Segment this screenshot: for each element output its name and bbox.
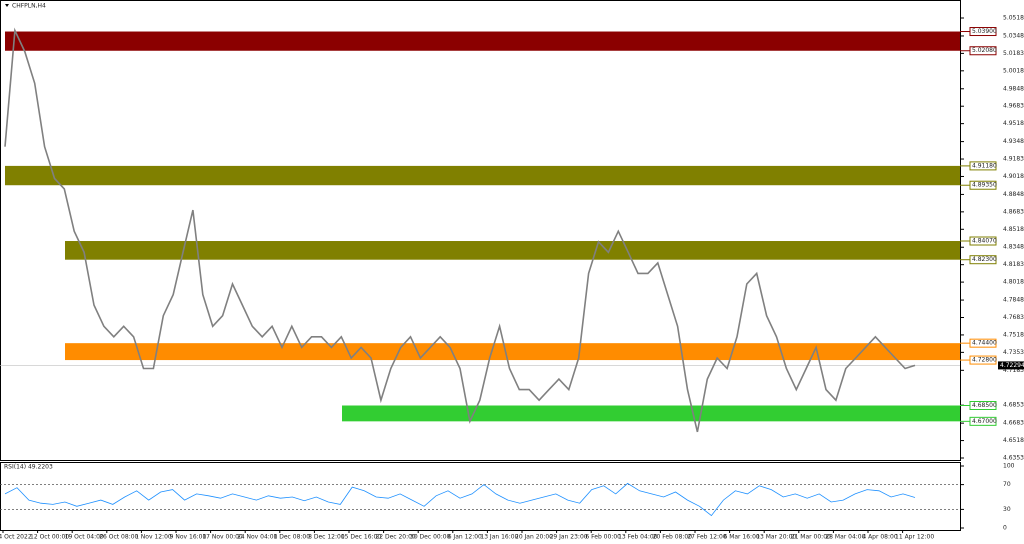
zone-label-box [969,180,997,190]
x-tick-label: 6 Feb 00:00 [585,534,621,541]
x-tick-label: 4 Apr 08:00 [862,534,897,541]
zone-label: 5.02080 [972,47,997,54]
x-tick-label: 15 Dec 16:00 [341,534,382,541]
rsi-tick-label: 70 [1003,481,1011,488]
x-tick-label: 17 Nov 00:00 [202,534,243,541]
zone-label: 4.68500 [972,402,997,409]
zone-label: 4.91180 [972,162,997,169]
zone-label-box [969,355,997,365]
x-tick-label: 8 Dec 12:00 [308,534,345,541]
zone [342,405,960,422]
y-tick-label: 4.95180 [1003,120,1024,127]
x-tick-label: 26 Oct 08:00 [99,534,138,541]
y-tick-label: 4.86830 [1003,208,1024,215]
x-tick-label: 22 Dec 20:00 [375,534,416,541]
y-tick-label: 5.00180 [1003,67,1024,74]
y-tick-label: 4.85180 [1003,226,1024,233]
price-line [4,27,916,433]
y-tick-label: 4.63530 [1003,455,1024,462]
zone [5,165,960,186]
y-tick-label: 4.75180 [1003,331,1024,338]
y-tick-label: 4.98480 [1003,85,1024,92]
rsi-line [4,482,916,517]
zone-label-box [969,400,997,410]
zone-label: 4.74400 [972,340,997,347]
x-tick-label: 4 Oct 2022 [0,534,32,541]
x-tick-label: 27 Feb 12:00 [687,534,727,541]
rsi-label: RSI(14) 49.2203 [4,464,53,471]
y-tick-label: 4.76830 [1003,314,1024,321]
x-tick-label: 11 Apr 12:00 [895,534,934,541]
chart-title: CHFPLN,H4 [12,3,46,10]
zone-label: 4.84070 [972,238,997,245]
y-tick-label: 4.66830 [1003,420,1024,427]
x-tick-label: 13 Mar 20:00 [756,534,796,541]
y-tick-label: 4.83480 [1003,244,1024,251]
y-tick-label: 4.91830 [1003,156,1024,163]
y-tick-label: 4.80180 [1003,279,1024,286]
x-tick-label: 6 Jan 12:00 [448,534,482,541]
y-tick-label: 4.71830 [1003,367,1024,374]
y-tick-label: 5.01830 [1003,50,1024,57]
rsi-panel [0,462,961,531]
x-tick-label: 6 Mar 16:00 [723,534,759,541]
zone [65,241,960,260]
x-tick-label: 20 Jan 20:00 [515,534,553,541]
y-tick-label: 4.68530 [1003,402,1024,409]
current-price-label: 4.72294 [1000,362,1024,369]
y-tick-label: 4.88480 [1003,191,1024,198]
zone-label-box [969,161,997,171]
zone-label: 5.03900 [972,28,997,35]
y-tick-label: 5.05180 [1003,15,1024,22]
zone [5,31,960,51]
y-tick-label: 4.81830 [1003,261,1024,268]
x-tick-label: 19 Oct 04:00 [65,534,104,541]
x-tick-label: 20 Feb 08:00 [653,534,693,541]
x-tick-label: 13 Feb 04:00 [618,534,658,541]
zone-label: 4.82300 [972,256,997,263]
y-tick-label: 4.78480 [1003,297,1024,304]
x-tick-label: 1 Dec 08:00 [274,534,311,541]
zone-label-box [969,338,997,348]
x-tick-label: 30 Dec 00:00 [410,534,451,541]
x-tick-label: 1 Nov 12:00 [135,534,172,541]
zone-label: 4.72800 [972,357,997,364]
zone-label-box [969,27,997,37]
x-tick-label: 24 Nov 04:00 [237,534,278,541]
zone-label-box [969,236,997,246]
zone [65,343,960,361]
menu-icon[interactable] [5,4,9,7]
x-tick-label: 12 Oct 00:00 [30,534,69,541]
x-tick-label: 21 Mar 00:00 [791,534,831,541]
zone-label-box [969,46,997,56]
rsi-tick-label: 30 [1003,506,1011,513]
y-tick-label: 4.93480 [1003,138,1024,145]
y-tick-label: 4.73530 [1003,349,1024,356]
y-tick-label: 5.03480 [1003,32,1024,39]
y-tick-label: 4.90180 [1003,173,1024,180]
current-price-box [998,361,1024,370]
zone-label: 4.89350 [972,182,997,189]
y-tick-label: 4.96830 [1003,103,1024,110]
rsi-tick-label: 0 [1003,525,1007,532]
x-tick-label: 13 Jan 16:00 [480,534,518,541]
x-tick-label: 28 Mar 04:00 [825,534,865,541]
y-tick-label: 4.65180 [1003,437,1024,444]
x-tick-label: 29 Jan 23:00 [550,534,588,541]
x-tick-label: 9 Nov 16:00 [170,534,207,541]
zone-label: 4.67000 [972,418,997,425]
price-panel [0,0,961,461]
rsi-tick-label: 100 [1003,463,1015,470]
zone-label-box [969,416,997,426]
zone-label-box [969,255,997,265]
